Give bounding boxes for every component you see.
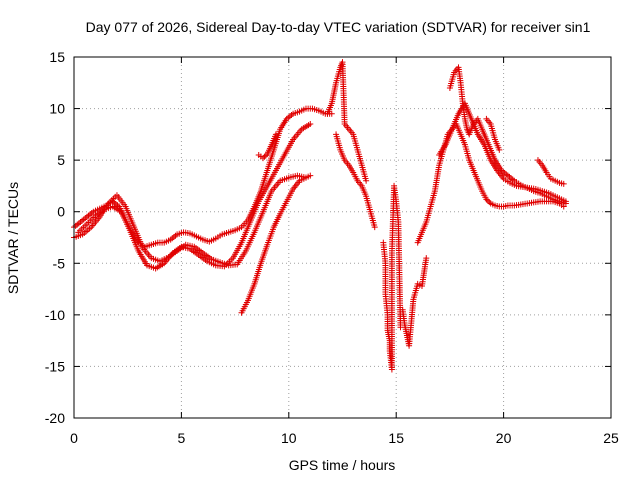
series-track-m bbox=[534, 157, 567, 187]
plot-frame bbox=[73, 56, 612, 419]
data-points bbox=[71, 59, 569, 373]
series-track-n bbox=[255, 131, 279, 162]
data-point bbox=[260, 155, 267, 162]
x-tick-label: 20 bbox=[496, 430, 512, 446]
x-axis-label: GPS time / hours bbox=[289, 457, 396, 473]
data-point bbox=[363, 177, 370, 184]
data-point bbox=[371, 224, 378, 231]
series-track-i bbox=[414, 121, 567, 246]
series-track-j bbox=[436, 100, 569, 205]
x-tick-label: 15 bbox=[388, 430, 404, 446]
series-track-k bbox=[446, 64, 569, 207]
y-axis-label: SDTVAR / TECUs bbox=[5, 182, 21, 294]
series-track-a bbox=[71, 105, 335, 250]
series-track-c bbox=[75, 121, 314, 272]
x-tick-label: 25 bbox=[603, 430, 619, 446]
series-track-e bbox=[324, 59, 370, 184]
x-axis-ticks: 0 5 10 15 20 25 bbox=[70, 57, 619, 446]
series-track-f bbox=[333, 131, 378, 231]
series-track-l bbox=[483, 115, 503, 153]
x-tick-label: 5 bbox=[178, 430, 186, 446]
y-tick-label: 15 bbox=[49, 49, 65, 65]
data-point bbox=[486, 199, 493, 206]
data-point bbox=[562, 200, 569, 207]
x-tick-label: 0 bbox=[70, 430, 78, 446]
data-point bbox=[496, 146, 503, 153]
y-tick-label: 0 bbox=[57, 204, 65, 220]
data-point bbox=[262, 152, 269, 159]
y-tick-label: 5 bbox=[57, 152, 65, 168]
data-point bbox=[483, 196, 490, 203]
data-point bbox=[307, 172, 314, 179]
data-point bbox=[423, 255, 430, 262]
y-tick-label: -5 bbox=[53, 255, 66, 271]
data-point bbox=[261, 153, 268, 160]
data-point bbox=[560, 180, 567, 187]
x-tick-label: 10 bbox=[281, 430, 297, 446]
y-tick-label: -20 bbox=[45, 410, 65, 426]
data-point bbox=[307, 121, 314, 128]
y-tick-label: -10 bbox=[45, 307, 65, 323]
series-track-g bbox=[380, 182, 404, 373]
series-track-d bbox=[238, 172, 314, 316]
chart-title: Day 077 of 2026, Sidereal Day-to-day VTE… bbox=[86, 19, 591, 35]
series-track-b bbox=[71, 172, 309, 269]
y-axis-ticks: -20 -15 -10 -5 0 5 10 15 bbox=[45, 49, 611, 426]
series-track-h bbox=[399, 255, 430, 349]
data-point bbox=[484, 197, 491, 204]
data-point bbox=[272, 131, 279, 138]
y-tick-label: 10 bbox=[49, 101, 65, 117]
y-tick-label: -15 bbox=[45, 358, 65, 374]
